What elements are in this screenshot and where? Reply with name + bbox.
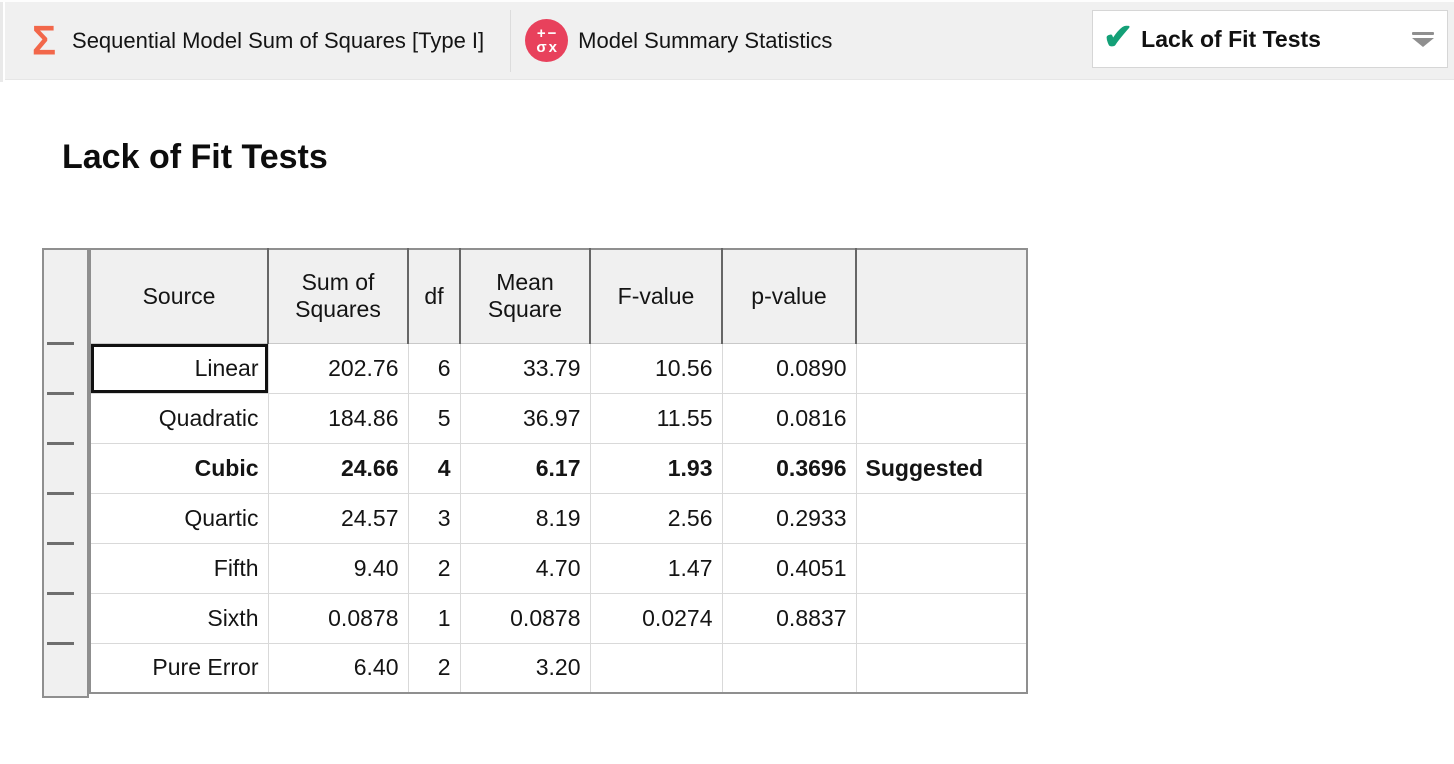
cell-df[interactable]: 6 xyxy=(407,342,461,394)
cell-df[interactable]: 5 xyxy=(407,392,461,444)
cell-f-value[interactable]: 1.93 xyxy=(589,442,723,494)
cell-mean-square[interactable]: 6.17 xyxy=(459,442,591,494)
page-title: Lack of Fit Tests xyxy=(62,138,328,176)
lack-of-fit-table-wrap: Source Sum of Squares df Mean Square F-value… xyxy=(42,248,1028,698)
tab-label: Model Summary Statistics xyxy=(578,27,833,53)
tab-model-summary-statistics[interactable]: +− σx Model Summary Statistics xyxy=(511,2,858,79)
cell-source[interactable]: Fifth xyxy=(89,542,269,594)
cell-mean-square[interactable]: 3.20 xyxy=(459,642,591,694)
table-header-row: Source Sum of Squares df Mean Square F-value… xyxy=(90,249,1027,344)
cell-df[interactable]: 1 xyxy=(407,592,461,644)
cell-p-value[interactable]: 0.4051 xyxy=(721,542,857,594)
cell-sum-of-squares[interactable]: 0.0878 xyxy=(267,592,409,644)
cell-note[interactable] xyxy=(855,642,1028,694)
math-icon-bottom-row: σx xyxy=(536,38,559,56)
math-icon-top-row: +− xyxy=(536,24,559,42)
table-row: Quartic 24.57 3 8.19 2.56 0.2933 xyxy=(89,492,1028,544)
cell-mean-square[interactable]: 33.79 xyxy=(459,342,591,394)
cell-sum-of-squares[interactable]: 24.57 xyxy=(267,492,409,544)
sigma-icon: Σ xyxy=(32,17,57,64)
cell-f-value[interactable]: 0.0274 xyxy=(589,592,723,644)
row-boundary-dash xyxy=(47,442,74,445)
tab-sequential-model-sum-of-squares[interactable]: Σ Sequential Model Sum of Squares [Type … xyxy=(0,2,510,79)
row-boundary-dash xyxy=(47,492,74,495)
row-boundary-dash xyxy=(47,592,74,595)
math-stats-icon: +− σx xyxy=(525,19,569,62)
cell-sum-of-squares[interactable]: 6.40 xyxy=(267,642,409,694)
cell-mean-square[interactable]: 0.0878 xyxy=(459,592,591,644)
cell-source[interactable]: Quadratic xyxy=(89,392,269,444)
cell-sum-of-squares[interactable]: 184.86 xyxy=(267,392,409,444)
cell-p-value[interactable]: 0.0890 xyxy=(721,342,857,394)
active-tab-label: Lack of Fit Tests xyxy=(1141,25,1321,52)
cell-sum-of-squares[interactable]: 9.40 xyxy=(267,542,409,594)
cell-df[interactable]: 2 xyxy=(407,642,461,694)
column-header-mean-square: Mean Square xyxy=(460,249,591,344)
green-checkmark-icon: ✔ xyxy=(1103,16,1134,57)
row-boundary-dash xyxy=(47,542,74,545)
cell-mean-square[interactable]: 36.97 xyxy=(459,392,591,444)
column-header-df: df xyxy=(408,249,461,344)
cell-p-value[interactable]: 0.2933 xyxy=(721,492,857,544)
table-row: Sixth 0.0878 1 0.0878 0.0274 0.8837 xyxy=(89,592,1028,644)
table-row: Cubic 24.66 4 6.17 1.93 0.3696 Suggested xyxy=(89,442,1028,494)
tab-lack-of-fit-tests-active[interactable]: ✔ Lack of Fit Tests xyxy=(1092,10,1448,68)
table-row: Pure Error 6.40 2 3.20 xyxy=(89,642,1028,694)
cell-source[interactable]: Linear xyxy=(89,342,269,394)
tab-label: Sequential Model Sum of Squares [Type I] xyxy=(72,27,485,53)
column-header-sum-of-squares: Sum of Squares xyxy=(268,249,409,344)
cell-mean-square[interactable]: 8.19 xyxy=(459,492,591,544)
column-header-notes xyxy=(856,249,1027,344)
cell-sum-of-squares[interactable]: 24.66 xyxy=(267,442,409,494)
cell-f-value[interactable]: 2.56 xyxy=(589,492,723,544)
cell-source[interactable]: Sixth xyxy=(89,592,269,644)
cell-note[interactable] xyxy=(855,392,1028,444)
table-body: Linear 202.76 6 33.79 10.56 0.0890 Quadratic 18… xyxy=(89,342,1028,694)
cell-mean-square[interactable]: 4.70 xyxy=(459,542,591,594)
dropdown-bar-icon xyxy=(1412,31,1434,35)
row-gutter xyxy=(42,248,89,698)
table-row: Linear 202.76 6 33.79 10.56 0.0890 xyxy=(89,342,1028,394)
report-tab-bar: Σ Sequential Model Sum of Squares [Type … xyxy=(0,0,1454,82)
cell-df[interactable]: 4 xyxy=(407,442,461,494)
column-header-p-value: p-value xyxy=(722,249,857,344)
table-row: Fifth 9.40 2 4.70 1.47 0.4051 xyxy=(89,542,1028,594)
cell-note[interactable] xyxy=(855,542,1028,594)
cell-p-value[interactable]: 0.3696 xyxy=(721,442,857,494)
row-boundary-dash xyxy=(47,392,74,395)
cell-note[interactable] xyxy=(855,342,1028,394)
column-header-source: Source xyxy=(90,249,269,344)
cell-note[interactable] xyxy=(855,592,1028,644)
column-header-f-value: F-value xyxy=(590,249,723,344)
cell-f-value[interactable]: 10.56 xyxy=(589,342,723,394)
cell-df[interactable]: 2 xyxy=(407,542,461,594)
cell-df[interactable]: 3 xyxy=(407,492,461,544)
cell-note[interactable]: Suggested xyxy=(855,442,1028,494)
row-boundary-dash xyxy=(47,342,74,345)
lack-of-fit-table: Source Sum of Squares df Mean Square F-value… xyxy=(89,248,1028,694)
row-boundary-dash xyxy=(47,642,74,645)
cell-f-value[interactable]: 1.47 xyxy=(589,542,723,594)
cell-source[interactable]: Pure Error xyxy=(89,642,269,694)
tab-divider xyxy=(510,9,512,72)
cell-p-value[interactable]: 0.0816 xyxy=(721,392,857,444)
cell-sum-of-squares[interactable]: 202.76 xyxy=(267,342,409,394)
cell-f-value[interactable] xyxy=(589,642,723,694)
cell-f-value[interactable]: 11.55 xyxy=(589,392,723,444)
table-row: Quadratic 184.86 5 36.97 11.55 0.0816 xyxy=(89,392,1028,444)
chevron-down-icon xyxy=(1412,37,1434,47)
pane-edge-strip xyxy=(0,2,5,82)
cell-note[interactable] xyxy=(855,492,1028,544)
cell-p-value[interactable] xyxy=(721,642,857,694)
tab-dropdown-button[interactable] xyxy=(1411,31,1435,47)
cell-source[interactable]: Quartic xyxy=(89,492,269,544)
cell-source[interactable]: Cubic xyxy=(89,442,269,494)
cell-p-value[interactable]: 0.8837 xyxy=(721,592,857,644)
